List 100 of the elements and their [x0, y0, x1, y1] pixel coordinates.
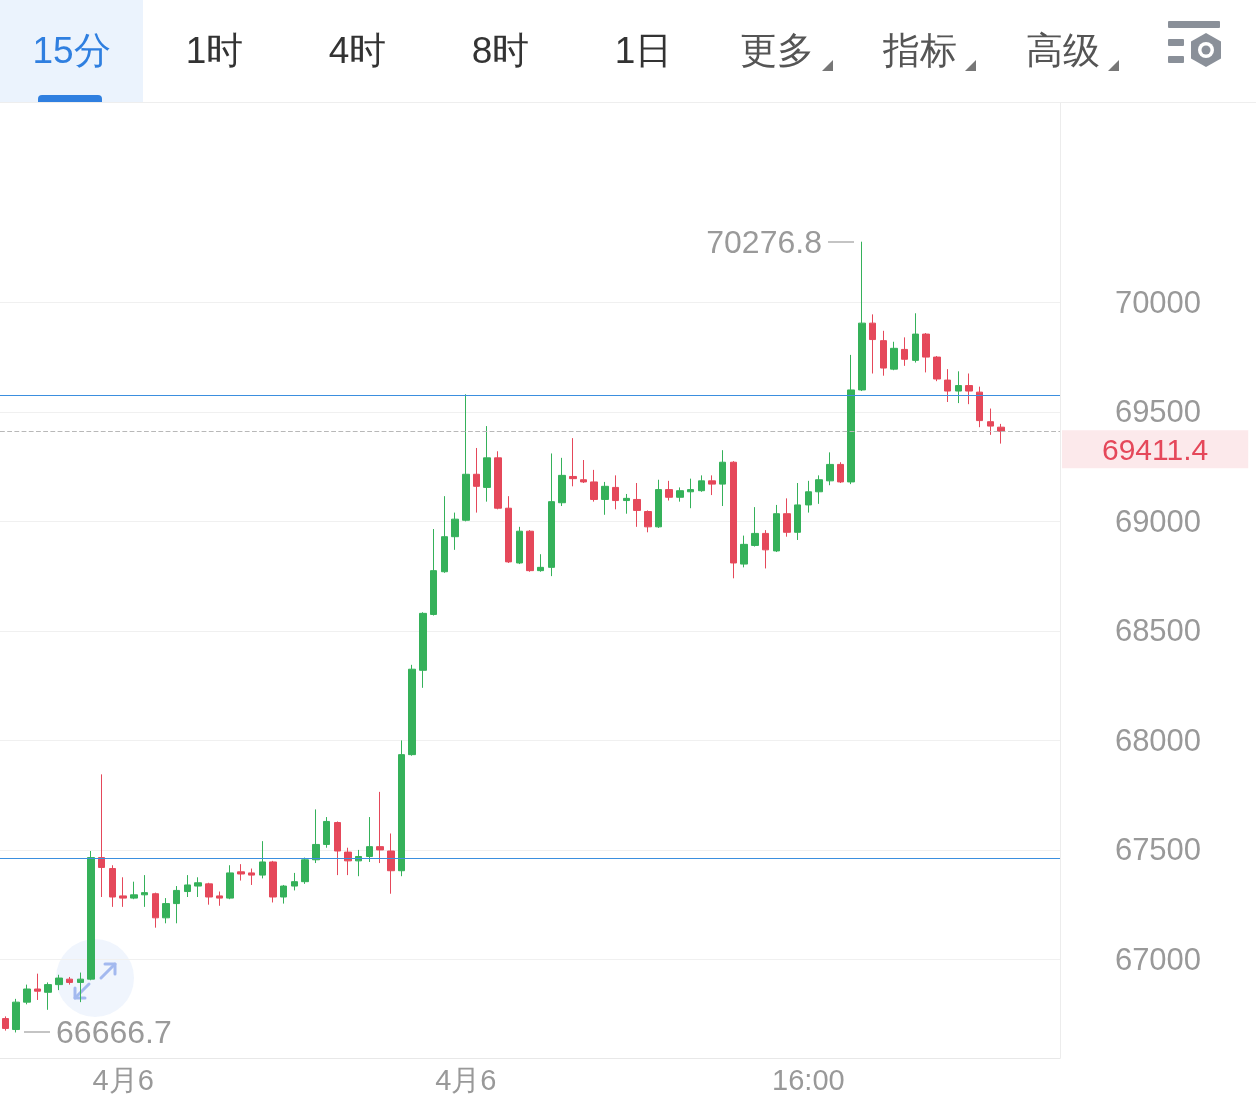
candlestick — [312, 808, 320, 864]
candlestick — [516, 526, 523, 565]
candlestick — [23, 984, 31, 1005]
candlestick — [291, 872, 298, 891]
candlestick — [526, 529, 534, 573]
y-tick-label: 67500 — [1114, 832, 1202, 868]
candlestick — [665, 480, 673, 502]
candlestick — [633, 482, 641, 528]
candlestick — [623, 493, 630, 515]
text: 指标 — [883, 29, 957, 73]
candlestick — [55, 974, 63, 991]
candlestick — [773, 504, 780, 553]
annotation: 70276.8 — [706, 222, 822, 261]
candlestick — [569, 437, 577, 487]
candlestick — [590, 469, 598, 503]
candlestick — [655, 479, 662, 529]
x-tick-label: 4月6 — [435, 1063, 497, 1094]
candlestick — [248, 868, 255, 886]
candlestick — [762, 529, 769, 569]
candlestick — [141, 874, 148, 908]
ref-line-label: 69411.4 — [1102, 432, 1209, 466]
candlestick — [226, 864, 234, 900]
candlestick — [955, 370, 962, 404]
candlestick — [740, 535, 748, 568]
candlestick — [965, 373, 973, 405]
candlestick — [858, 241, 866, 392]
candlestick — [34, 973, 41, 1001]
candlestick — [269, 860, 277, 903]
candlestick — [815, 474, 823, 505]
candlestick — [687, 478, 694, 509]
candlestick — [66, 976, 73, 986]
candlestick — [880, 330, 887, 377]
x-tick-label: 4月6 — [92, 1063, 154, 1094]
candlestick — [847, 354, 855, 485]
candlestick — [912, 312, 919, 364]
candlestick — [323, 816, 330, 849]
candlestick — [44, 981, 52, 1011]
candlestick — [280, 884, 287, 905]
candlestick — [366, 816, 373, 863]
y-tick-label: 70000 — [1114, 284, 1202, 320]
candlestick — [334, 820, 341, 876]
candlestick — [805, 480, 812, 514]
candlestick — [933, 355, 941, 382]
candlestick — [441, 495, 448, 574]
candlestick — [462, 393, 470, 522]
candlestick — [184, 874, 191, 898]
candlestick — [237, 863, 245, 882]
candlestick — [944, 368, 951, 403]
text: 更多 — [740, 29, 814, 73]
candlestick — [922, 332, 930, 373]
candlestick — [162, 897, 170, 924]
candlestick — [537, 553, 544, 573]
text: 4时 — [328, 29, 387, 73]
candlestick — [601, 481, 609, 516]
candlestick — [398, 739, 405, 877]
annotation: 66666.7 — [56, 1013, 172, 1052]
candlestick — [259, 840, 266, 879]
candlestick — [794, 482, 801, 541]
candlestick — [730, 460, 737, 579]
candlestick — [216, 891, 223, 907]
candlestick — [408, 664, 416, 757]
candlestick — [194, 876, 202, 898]
text: 15分 — [32, 29, 111, 73]
y-tick-label: 68500 — [1114, 613, 1202, 649]
y-tick-label: 67000 — [1114, 941, 1202, 977]
y-tick-label: 69000 — [1114, 503, 1202, 539]
candlestick — [901, 336, 908, 367]
candlestick — [890, 341, 898, 371]
candlestick — [783, 497, 791, 538]
candlestick — [109, 864, 116, 908]
candlestick — [580, 459, 587, 484]
candlestick — [719, 449, 726, 507]
candlestick — [205, 882, 213, 906]
candlestick — [12, 998, 20, 1033]
candlestick — [494, 450, 502, 510]
candlestick — [505, 495, 512, 564]
candlestick — [676, 486, 684, 503]
candlestick — [558, 457, 566, 507]
candlestick — [87, 850, 95, 981]
candlestick — [119, 876, 127, 908]
candlestick — [301, 857, 309, 885]
candlestick — [130, 881, 138, 900]
candlestick — [612, 474, 619, 510]
candlestick — [152, 892, 159, 929]
candlestick — [987, 408, 994, 436]
text: 高级 — [1026, 29, 1100, 73]
candlestick — [837, 461, 844, 484]
candlestick — [483, 425, 491, 503]
candlestick — [826, 451, 834, 486]
candlestick — [473, 447, 480, 514]
candlestick — [698, 474, 705, 493]
candlestick — [344, 847, 352, 876]
candlestick — [451, 512, 459, 551]
y-tick-label: 69500 — [1114, 394, 1202, 430]
candlestick — [419, 611, 427, 689]
candlestick — [751, 506, 759, 548]
text: 1时 — [185, 29, 244, 73]
candlestick — [376, 791, 384, 864]
candlestick — [98, 773, 105, 898]
text: 1日 — [614, 29, 673, 73]
